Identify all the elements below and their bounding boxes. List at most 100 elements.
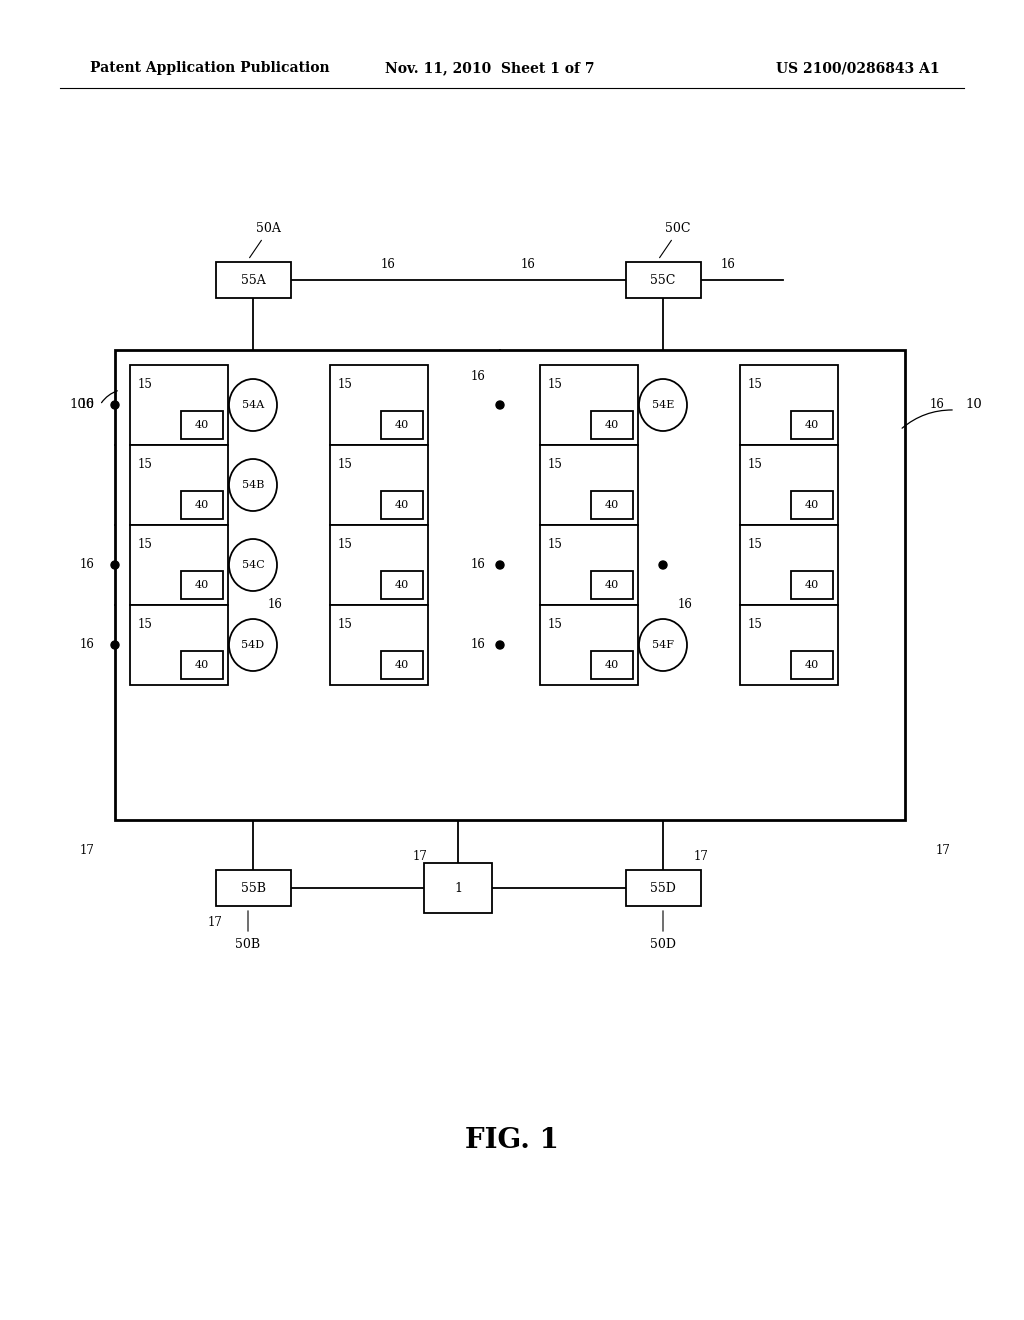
- Text: Patent Application Publication: Patent Application Publication: [90, 61, 330, 75]
- Bar: [381, 651, 423, 678]
- Circle shape: [659, 561, 667, 569]
- Text: 16: 16: [678, 598, 692, 611]
- Text: 100: 100: [70, 399, 95, 412]
- Text: 10: 10: [965, 399, 982, 412]
- Text: 54C: 54C: [242, 560, 264, 570]
- Bar: [791, 651, 833, 678]
- Text: 15: 15: [548, 458, 563, 471]
- Text: 15: 15: [138, 537, 153, 550]
- Bar: [216, 870, 291, 906]
- Text: 54F: 54F: [652, 640, 674, 649]
- Bar: [381, 491, 423, 519]
- Text: 16: 16: [80, 558, 94, 572]
- Circle shape: [496, 401, 504, 409]
- Text: 54B: 54B: [242, 480, 264, 490]
- Ellipse shape: [229, 459, 278, 511]
- Ellipse shape: [229, 539, 278, 591]
- Text: 16: 16: [721, 257, 735, 271]
- Bar: [130, 445, 228, 525]
- Text: 55B: 55B: [241, 882, 265, 895]
- Text: 16: 16: [930, 399, 944, 412]
- Text: 16: 16: [267, 598, 283, 611]
- Text: 54E: 54E: [652, 400, 674, 411]
- Bar: [540, 445, 638, 525]
- Text: 40: 40: [195, 499, 209, 510]
- Text: 50B: 50B: [236, 937, 260, 950]
- Bar: [540, 525, 638, 605]
- Text: 55C: 55C: [650, 273, 676, 286]
- Bar: [740, 605, 838, 685]
- Text: 15: 15: [338, 458, 353, 471]
- Text: 17: 17: [693, 850, 709, 862]
- Text: 40: 40: [605, 579, 620, 590]
- Text: 15: 15: [748, 458, 763, 471]
- Circle shape: [496, 561, 504, 569]
- Text: 40: 40: [805, 660, 819, 669]
- Text: 17: 17: [80, 843, 94, 857]
- Bar: [216, 261, 291, 298]
- Bar: [791, 491, 833, 519]
- Text: 50D: 50D: [650, 937, 676, 950]
- Bar: [540, 366, 638, 445]
- Bar: [181, 651, 223, 678]
- Text: 40: 40: [395, 579, 410, 590]
- Bar: [181, 411, 223, 438]
- Bar: [381, 570, 423, 598]
- Text: 15: 15: [138, 618, 153, 631]
- Text: 40: 40: [805, 499, 819, 510]
- Text: 40: 40: [195, 579, 209, 590]
- Text: 16: 16: [80, 399, 94, 412]
- Bar: [591, 491, 633, 519]
- Text: 40: 40: [605, 499, 620, 510]
- Text: 16: 16: [471, 558, 485, 572]
- Text: US 2100/0286843 A1: US 2100/0286843 A1: [776, 61, 940, 75]
- Ellipse shape: [639, 619, 687, 671]
- Bar: [181, 491, 223, 519]
- Text: 16: 16: [381, 257, 395, 271]
- Circle shape: [111, 401, 119, 409]
- Text: 40: 40: [195, 420, 209, 429]
- Circle shape: [496, 642, 504, 649]
- Ellipse shape: [229, 619, 278, 671]
- Text: 16: 16: [80, 639, 94, 652]
- Text: 40: 40: [605, 420, 620, 429]
- Bar: [424, 863, 492, 913]
- Text: 17: 17: [936, 843, 950, 857]
- Bar: [791, 570, 833, 598]
- Bar: [591, 411, 633, 438]
- Ellipse shape: [229, 379, 278, 432]
- Bar: [130, 366, 228, 445]
- Text: 50C: 50C: [666, 222, 691, 235]
- Bar: [130, 525, 228, 605]
- Text: 15: 15: [748, 537, 763, 550]
- Text: 54A: 54A: [242, 400, 264, 411]
- Bar: [540, 605, 638, 685]
- Text: 15: 15: [338, 378, 353, 391]
- Text: 15: 15: [338, 618, 353, 631]
- Text: 54D: 54D: [242, 640, 264, 649]
- Bar: [330, 366, 428, 445]
- Text: 40: 40: [605, 660, 620, 669]
- Text: 16: 16: [471, 371, 485, 384]
- Text: 15: 15: [548, 618, 563, 631]
- Text: 40: 40: [195, 660, 209, 669]
- Bar: [330, 605, 428, 685]
- Text: 15: 15: [138, 378, 153, 391]
- Text: 50A: 50A: [256, 222, 281, 235]
- Bar: [381, 411, 423, 438]
- Text: FIG. 1: FIG. 1: [465, 1126, 559, 1154]
- Text: 15: 15: [548, 378, 563, 391]
- Bar: [626, 261, 701, 298]
- Bar: [740, 525, 838, 605]
- Ellipse shape: [639, 379, 687, 432]
- Text: 17: 17: [208, 916, 222, 928]
- Text: 1: 1: [454, 882, 462, 895]
- Text: 40: 40: [395, 660, 410, 669]
- Bar: [591, 570, 633, 598]
- Bar: [181, 570, 223, 598]
- Text: 15: 15: [748, 378, 763, 391]
- Bar: [130, 605, 228, 685]
- Bar: [115, 350, 905, 820]
- Bar: [740, 445, 838, 525]
- Bar: [740, 366, 838, 445]
